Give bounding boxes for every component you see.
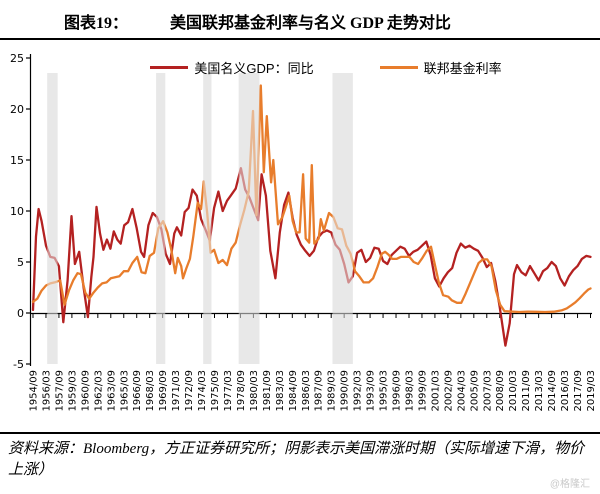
x-tick-label: 2008/09	[495, 370, 506, 412]
y-tick-label: 0	[17, 307, 24, 320]
x-tick-label: 1990/09	[340, 370, 351, 412]
bottom-rule-divider	[0, 432, 600, 434]
x-tick-label: 2002/09	[443, 370, 454, 412]
x-tick-label: 1959/03	[67, 370, 78, 412]
x-tick-label: 2005/09	[469, 370, 480, 412]
x-tick-label: 1989/03	[327, 370, 338, 412]
y-tick-label: 5	[17, 256, 24, 269]
x-tick-label: 2011/09	[521, 370, 532, 412]
x-tick-label: 2007/03	[482, 370, 493, 412]
x-tick-label: 2004/03	[456, 370, 467, 412]
ffr-line-swatch-icon	[379, 65, 418, 70]
x-tick-label: 1971/03	[171, 370, 182, 412]
x-tick-label: 1984/09	[288, 370, 299, 412]
x-tick-label: 1957/09	[54, 370, 65, 412]
y-tick-label: 25	[10, 52, 24, 65]
x-tick-label: 1963/09	[106, 370, 117, 412]
x-tick-label: 1992/03	[353, 370, 364, 412]
x-tick-label: 1996/09	[392, 370, 403, 412]
y-tick-label: -5	[13, 358, 24, 371]
page-title: 美国联邦基金利率与名义 GDP 走势对比	[170, 15, 451, 32]
x-tick-label: 1977/03	[223, 370, 234, 412]
x-tick-label: 1986/03	[301, 370, 312, 412]
x-tick-label: 1978/09	[236, 370, 247, 412]
x-tick-label: 1960/09	[80, 370, 91, 412]
y-tick-label: 15	[10, 154, 24, 167]
x-tick-label: 1995/03	[379, 370, 390, 412]
x-tick-label: 1972/09	[184, 370, 195, 412]
x-tick-label: 1981/09	[262, 370, 273, 412]
legend-label-ffr: 联邦基金利率	[423, 61, 502, 76]
source-note: 资料来源：Bloomberg，方正证券研究所；阴影表示美国滞涨时期（实际增速下滑…	[8, 441, 585, 479]
x-tick-label: 1975/09	[210, 370, 221, 412]
legend-item-gdp: 美国名义GDP：同比	[150, 58, 314, 77]
x-tick-label: 2016/03	[560, 370, 571, 412]
chart-header: 图表19： 美国联邦基金利率与名义 GDP 走势对比	[0, 0, 600, 38]
x-tick-label: 1966/09	[132, 370, 143, 412]
x-tick-label: 1965/03	[119, 370, 130, 412]
y-tick-label: 20	[10, 103, 24, 116]
chart-legend: 美国名义GDP：同比 联邦基金利率	[26, 58, 600, 77]
x-tick-label: 1968/03	[145, 370, 156, 412]
x-tick-label: 1969/09	[158, 370, 169, 412]
x-tick-label: 2013/03	[534, 370, 545, 412]
legend-item-ffr: 联邦基金利率	[379, 58, 502, 77]
x-tick-label: 1980/03	[249, 370, 260, 412]
stagflation-band-overlay	[47, 73, 353, 364]
figure-label: 图表19：	[64, 15, 129, 32]
x-tick-label: 1983/03	[275, 370, 286, 412]
legend-label-gdp: 美国名义GDP：同比	[194, 61, 314, 76]
x-tick-label: 1962/03	[93, 370, 104, 412]
x-tick-label: 1956/03	[41, 370, 52, 412]
x-tick-label: 2019/03	[586, 370, 597, 412]
x-tick-label: 1999/09	[417, 370, 428, 412]
x-tick-label: 2001/03	[430, 370, 441, 412]
ffr-line	[31, 84, 592, 314]
x-tick-label: 1954/09	[29, 370, 40, 412]
x-axis: 1954/09 1956/03 1957/09 1959/03 1960/09 1962/…	[29, 312, 597, 412]
x-tick-label: 1987/09	[314, 370, 325, 412]
y-axis: -5 0 5 10 15 20 25	[10, 52, 32, 371]
y-tick-label: 10	[10, 205, 24, 218]
gdp-line-swatch-icon	[150, 65, 189, 70]
x-tick-label: 1998/03	[404, 370, 415, 412]
x-tick-label: 2014/09	[547, 370, 558, 412]
x-tick-label: 1974/03	[197, 370, 208, 412]
chart-footer: 资料来源：Bloomberg，方正证券研究所；阴影表示美国滞涨时期（实际增速下滑…	[0, 434, 600, 482]
chart-canvas: -5 0 5 10 15 20 25 1954/09 1956/03 1957/09 1959/03…	[10, 52, 597, 412]
chart: 美国名义GDP：同比 联邦基金利率 -5 0 5 10 15 20 25 1954/09 195…	[0, 40, 600, 432]
x-tick-label: 1993/09	[366, 370, 377, 412]
watermark: @格隆汇	[549, 479, 590, 490]
top-rule-divider	[0, 38, 600, 40]
x-tick-label: 2010/03	[508, 370, 519, 412]
x-tick-label: 2017/09	[573, 370, 584, 412]
